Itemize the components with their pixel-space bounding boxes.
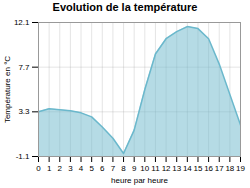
svg-text:Température en °C: Température en °C [3,56,12,123]
svg-text:17: 17 [215,164,224,173]
svg-text:18: 18 [225,164,234,173]
svg-text:2: 2 [58,164,63,173]
svg-text:19: 19 [236,164,245,173]
svg-text:14: 14 [183,164,192,173]
svg-text:12.1: 12.1 [14,18,30,27]
svg-text:6: 6 [100,164,105,173]
svg-text:3.3: 3.3 [18,107,30,116]
html-text:Evolution de la température: Evolution de la température [52,1,198,13]
svg-text:7.7: 7.7 [18,63,30,72]
svg-text:11: 11 [151,164,160,173]
svg-text:-1.1: -1.1 [16,152,30,161]
svg-text:10: 10 [140,164,149,173]
svg-text:5: 5 [89,164,94,173]
svg-text:9: 9 [132,164,137,173]
svg-text:3: 3 [68,164,73,173]
svg-text:12: 12 [162,164,171,173]
svg-text:heure par heure: heure par heure [111,176,168,185]
svg-text:4: 4 [79,164,84,173]
svg-text:7: 7 [111,164,116,173]
svg-text:13: 13 [172,164,181,173]
svg-text:16: 16 [204,164,213,173]
svg-text:1: 1 [47,164,52,173]
svg-text:0: 0 [36,164,41,173]
svg-text:15: 15 [194,164,203,173]
svg-text:8: 8 [121,164,126,173]
